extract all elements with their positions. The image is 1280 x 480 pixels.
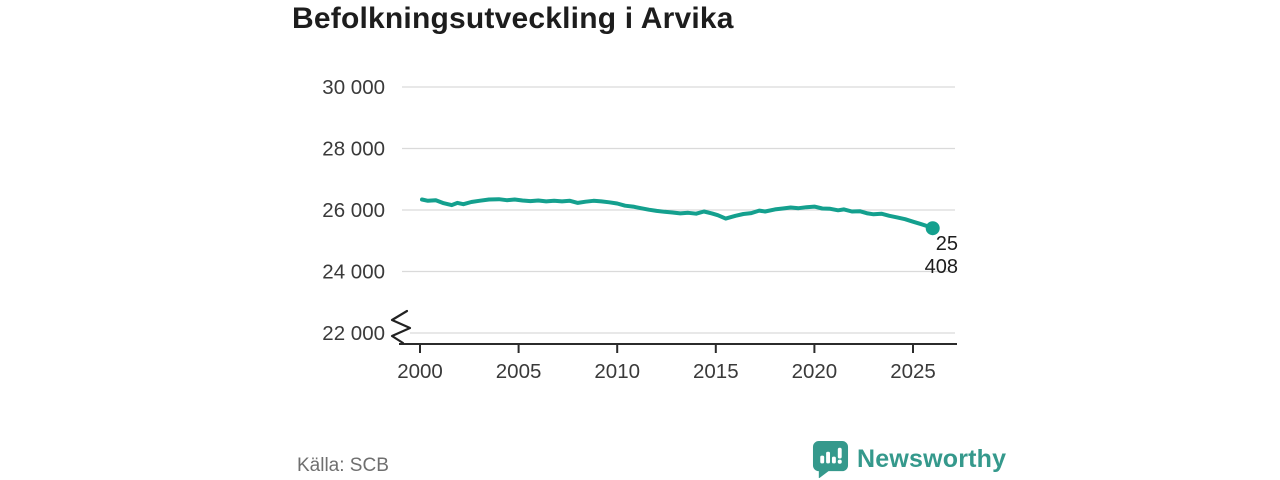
y-tick-label: 26 000 bbox=[322, 199, 385, 222]
y-tick-label: 22 000 bbox=[322, 322, 385, 345]
population-line-series bbox=[420, 197, 935, 231]
chart-title: Befolkningsutveckling i Arvika bbox=[292, 2, 734, 35]
y-tick-label: 30 000 bbox=[322, 76, 385, 99]
bar-2 bbox=[826, 451, 831, 464]
x-tick-label: 2025 bbox=[890, 360, 936, 383]
exclamation-dot bbox=[837, 459, 842, 464]
x-tick-label: 2000 bbox=[397, 360, 443, 383]
brand-logo: Newsworthy bbox=[812, 440, 1006, 478]
y-tick-label: 24 000 bbox=[322, 261, 385, 284]
brand-name: Newsworthy bbox=[857, 444, 1007, 473]
x-tick-label: 2015 bbox=[693, 360, 739, 383]
newsworthy-icon bbox=[812, 440, 849, 478]
bar-3 bbox=[831, 456, 836, 464]
y-tick-label: 28 000 bbox=[322, 138, 385, 161]
x-tick-label: 2020 bbox=[792, 360, 838, 383]
end-value-label: 25 408 bbox=[924, 233, 958, 278]
axis-break-icon bbox=[390, 309, 412, 345]
end-point-marker bbox=[925, 221, 940, 236]
exclamation-bar bbox=[837, 447, 842, 459]
x-tick-label: 2005 bbox=[496, 360, 542, 383]
x-tick-label: 2010 bbox=[594, 360, 640, 383]
source-label: Källa: SCB bbox=[297, 455, 389, 476]
bar-1 bbox=[820, 455, 825, 464]
speech-bubble-shape bbox=[812, 440, 849, 478]
